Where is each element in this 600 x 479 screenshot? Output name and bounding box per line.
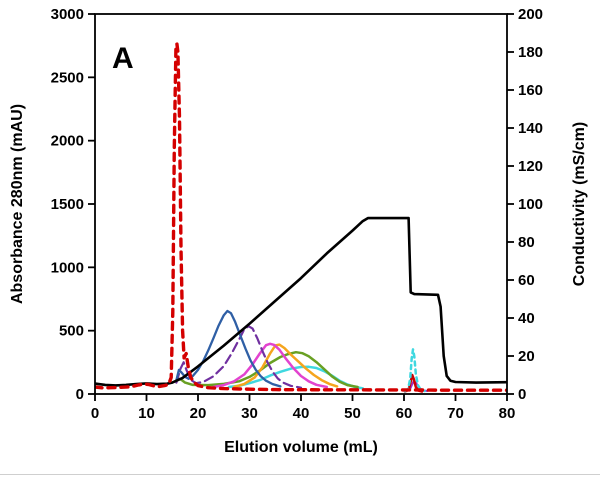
axes-layer: 0 10 20 30 40 50 60 70 8005001000150020002500300… — [51, 6, 543, 422]
x-tick-label: 10 — [138, 405, 155, 422]
x-tick-label: 0 — [91, 405, 99, 422]
x-tick-label: 80 — [499, 405, 516, 422]
x-axis-title: Elution volume (mL) — [224, 439, 378, 456]
x-tick-label: 50 — [344, 405, 361, 422]
y-left-tick-label: 1000 — [51, 259, 84, 276]
y-right-tick-label: 100 — [518, 196, 543, 213]
y-axis-right-title: Conductivity (mS/cm) — [571, 122, 588, 286]
panel-label: A — [112, 42, 134, 75]
y-right-tick-label: 40 — [518, 310, 535, 327]
y-left-tick-label: 500 — [59, 323, 84, 340]
y-right-tick-label: 0 — [518, 386, 526, 403]
y-left-tick-label: 2500 — [51, 69, 84, 86]
y-right-tick-label: 80 — [518, 234, 535, 251]
series-blue-solid-peak — [175, 309, 282, 388]
x-tick-label: 70 — [447, 405, 464, 422]
y-right-tick-label: 180 — [518, 44, 543, 61]
x-tick-label: 30 — [241, 405, 258, 422]
y-left-tick-label: 1500 — [51, 196, 84, 213]
y-right-tick-label: 160 — [518, 82, 543, 99]
y-right-tick-label: 200 — [518, 6, 543, 23]
series-layer — [95, 42, 507, 393]
plot-frame — [94, 13, 508, 395]
series-red-dashed-load-peak — [95, 42, 507, 392]
series-magenta-solid-peak — [212, 342, 329, 389]
y-right-tick-label: 140 — [518, 120, 543, 137]
x-tick-label: 60 — [396, 405, 413, 422]
x-tick-label: 20 — [190, 405, 207, 422]
x-tick-label: 40 — [293, 405, 310, 422]
series-orange-solid-peak — [232, 343, 339, 389]
y-right-tick-label: 60 — [518, 272, 535, 289]
y-left-tick-label: 2000 — [51, 133, 84, 150]
y-right-tick-label: 20 — [518, 348, 535, 365]
series-cyan-dashed-spike — [403, 348, 426, 393]
y-left-tick-label: 0 — [76, 386, 84, 403]
series-black-conductivity-trace — [95, 216, 507, 387]
y-right-tick-label: 120 — [518, 158, 543, 175]
y-left-tick-label: 3000 — [51, 6, 84, 23]
y-axis-left-title: Absorbance 280nm (mAU) — [9, 104, 26, 304]
